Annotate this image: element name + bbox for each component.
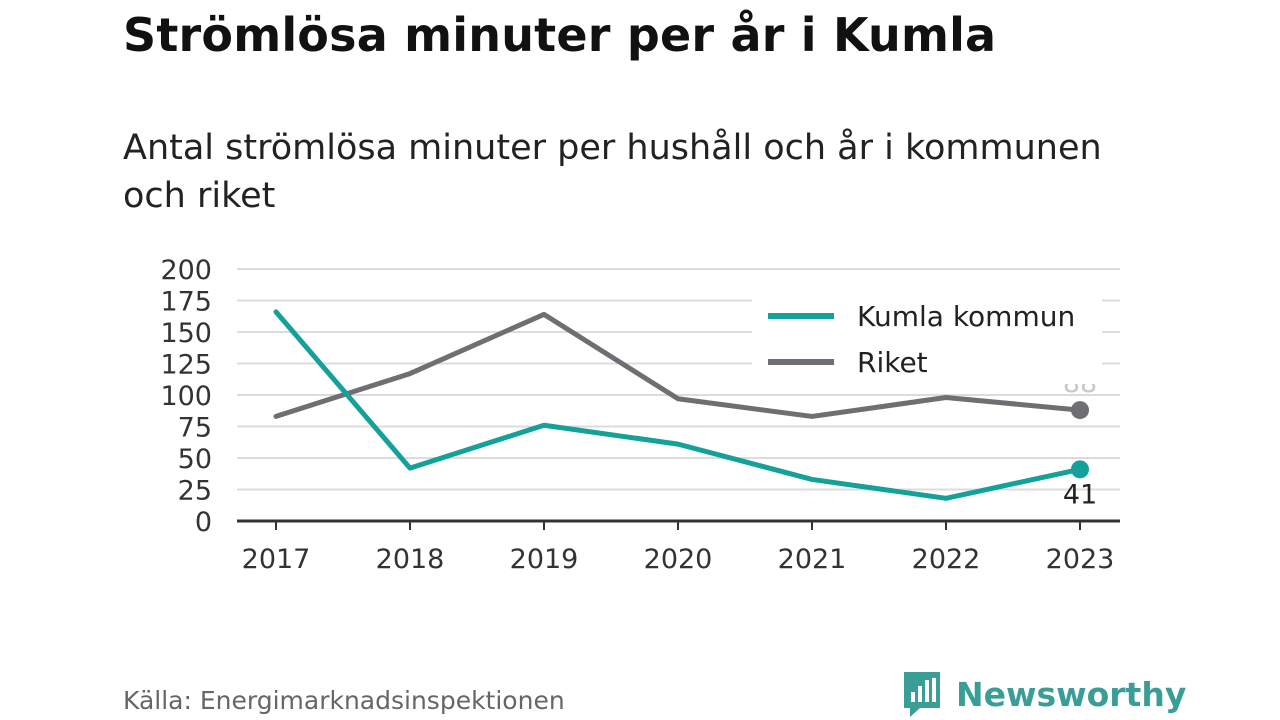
- y-tick-label: 0: [195, 507, 212, 538]
- series-line-riket: [273, 311, 1083, 419]
- y-tick-label: 25: [178, 476, 212, 507]
- x-tick-label: 2017: [242, 544, 311, 575]
- x-tick-label: 2018: [376, 544, 445, 575]
- source-note: Källa: Energimarknadsinspektionen: [123, 686, 565, 715]
- legend-label: Riket: [857, 346, 928, 379]
- y-tick-label: 75: [178, 413, 212, 444]
- brand-name: Newsworthy: [956, 674, 1187, 714]
- chart-subtitle: Antal strömlösa minuter per hushåll och …: [123, 128, 1102, 216]
- x-tick-label: 2023: [1046, 544, 1115, 575]
- x-tick-label: 2019: [510, 544, 579, 575]
- legend-label: Kumla kommun: [857, 300, 1075, 333]
- newsworthy-logo-icon: [904, 672, 940, 717]
- x-tick-label: 2021: [778, 544, 847, 575]
- end-point-riket: [1071, 401, 1089, 420]
- data-label-kumla: 41: [1063, 479, 1097, 510]
- y-tick-label: 150: [160, 318, 212, 349]
- y-tick-label: 200: [160, 255, 212, 286]
- y-tick-label: 175: [160, 287, 212, 318]
- brand-logo: Newsworthy: [902, 670, 1186, 718]
- x-tick-label: 2020: [644, 544, 713, 575]
- end-point-kumla: [1071, 460, 1089, 479]
- x-tick-label: 2022: [912, 544, 981, 575]
- series-line-kumla: [273, 309, 1083, 501]
- y-tick-label: 125: [160, 350, 212, 381]
- legend-box: [752, 292, 1102, 384]
- y-tick-label: 100: [160, 381, 212, 412]
- chart-title: Strömlösa minuter per år i Kumla: [123, 8, 997, 62]
- y-tick-label: 50: [178, 444, 212, 475]
